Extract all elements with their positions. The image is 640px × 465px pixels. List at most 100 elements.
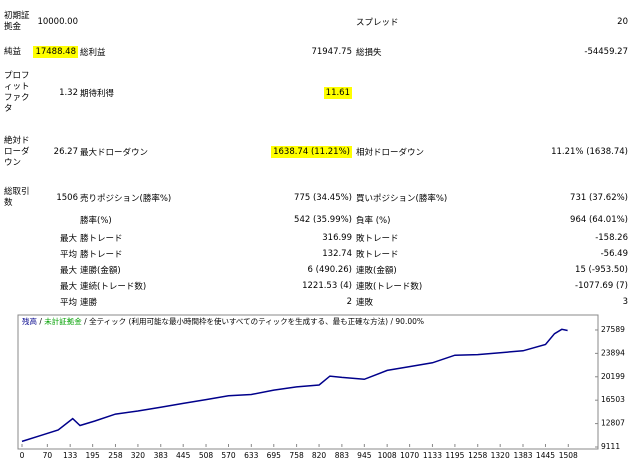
cell-text: 負率 (%) [356,216,391,226]
x-tick-label: 695 [267,451,282,460]
report-value: 1221.53 (4) [302,279,352,293]
x-tick-label: 1070 [400,451,419,460]
report-label: 期待利得 [80,60,114,126]
legend-text: 90.00% [395,317,424,326]
report-label: 相対ドローダウン [356,127,424,177]
cell-text: 相対ドローダウン [356,148,425,158]
legend-text: 残高 [22,316,37,326]
y-tick-label: 20199 [601,372,625,381]
x-tick-label: 1133 [423,451,442,460]
report-label: 総損失 [356,45,382,59]
cell-text: -1077.69 (7) [575,281,628,291]
cell-text: 最大 [60,234,78,244]
report-value: 11.61 [323,60,352,126]
cell-text: 542 (35.99%) [294,215,352,225]
x-tick-label: 383 [154,451,169,460]
report-label: 純益 [4,45,30,59]
cell-text: -56.49 [600,249,628,259]
cell-text: 1.32 [59,88,78,98]
cell-text: 964 (64.01%) [570,215,628,225]
cell-text: 20 [617,17,628,27]
x-tick-label: 508 [199,451,214,460]
cell-text: -158.26 [595,233,628,243]
x-tick-label: 1008 [378,451,397,460]
report-label: 敗トレード [356,231,399,245]
cell-text: 6 (490.26) [307,265,352,275]
cell-text: 売りポジション(勝率%) [80,194,172,204]
report-label: 最大 [60,263,77,277]
report-value: 11.21% (1638.74) [551,127,628,177]
report-value: 3 [623,295,628,309]
legend-text: 全ティック (利用可能な最小時間枠を使いすべてのティックを生成する、最も正確な方… [89,316,388,326]
legend: 残高 / 未計証拠金 / 全ティック (利用可能な最小時間枠を使いすべてのティッ… [22,316,424,326]
legend-text: 未計証拠金 [44,316,82,326]
report-label: 平均 [60,247,77,261]
x-tick-label: 1383 [513,451,532,460]
x-tick-label: 258 [108,451,123,460]
cell-text: 最大ドローダウン [80,148,149,158]
x-tick-label: 195 [85,451,100,460]
report-value: 1638.74 (11.21%) [271,127,352,177]
report-value: 6 (490.26) [308,263,352,277]
report-label: 連敗 [356,295,373,309]
report-value: 542 (35.99%) [294,213,352,227]
report-label: 絶対ドローダウン [4,127,30,177]
cell-text: 最大 [60,266,78,276]
report-label: 総利益 [80,45,106,59]
cell-text: 3 [622,297,628,307]
cell-text: 26.27 [53,147,78,157]
y-tick-label: 23894 [601,348,625,357]
report-label: 最大 [60,231,77,245]
report-label: 最大ドローダウン [80,127,148,177]
cell-text: 期待利得 [80,89,115,99]
report-label: 売りポジション(勝率%) [80,186,171,210]
report-value: 15 (-953.50) [575,263,628,277]
cell-text: 勝率(%) [80,216,112,226]
x-tick-label: 70 [43,451,53,460]
report-value: 17488.48 [33,45,78,59]
report-label: 負率 (%) [356,213,390,227]
cell-text: 連敗 [356,298,374,308]
report-label: 最大 [60,279,77,293]
cell-text: 平均 [60,298,78,308]
report-label: 初期証拠金 [4,3,30,41]
report-label: 平均 [60,295,77,309]
cell-text: 平均 [60,250,78,260]
cell-text: 71947.75 [311,47,352,57]
cell-text: 初期証拠金 [4,11,30,32]
cell-text: スプレッド [356,18,399,28]
report-value: 964 (64.01%) [570,213,628,227]
report-value: 316.99 [322,231,352,245]
y-tick-label: 9111 [601,442,620,451]
cell-text: 11.21% (1638.74) [551,147,628,157]
cell-text: -54459.27 [584,47,628,57]
cell-text: 1638.74 (11.21%) [271,146,352,158]
report-value: 775 (34.45%) [294,186,352,210]
cell-text: 731 (37.62%) [570,193,628,203]
report-value: -54459.27 [584,45,628,59]
cell-text: 最大 [60,282,78,292]
x-tick-label: 758 [289,451,304,460]
cell-text: 連続(トレード数) [80,282,147,292]
cell-text: 総利益 [80,48,106,58]
y-tick-label: 27589 [601,325,625,334]
x-tick-label: 1258 [468,451,487,460]
x-tick-label: 820 [312,451,327,460]
cell-text: 11.61 [323,87,352,99]
cell-text: 敗トレード [356,250,399,260]
cell-text: 連勝 [80,298,98,308]
cell-text: 総取引数 [4,187,30,208]
x-tick-label: 445 [176,451,191,460]
report-label: 連敗(金額) [356,263,397,277]
report-label: 連勝 [80,295,97,309]
x-tick-label: 1508 [559,451,578,460]
cell-text: プロフィットファクタ [4,71,30,114]
x-tick-label: 0 [20,451,25,460]
report-label: 勝トレード [80,231,123,245]
cell-text: 775 (34.45%) [294,193,352,203]
x-tick-label: 633 [244,451,259,460]
cell-text: 316.99 [322,233,352,243]
cell-text: 連敗(トレード数) [356,282,423,292]
cell-text: 買いポジション(勝率%) [356,194,448,204]
